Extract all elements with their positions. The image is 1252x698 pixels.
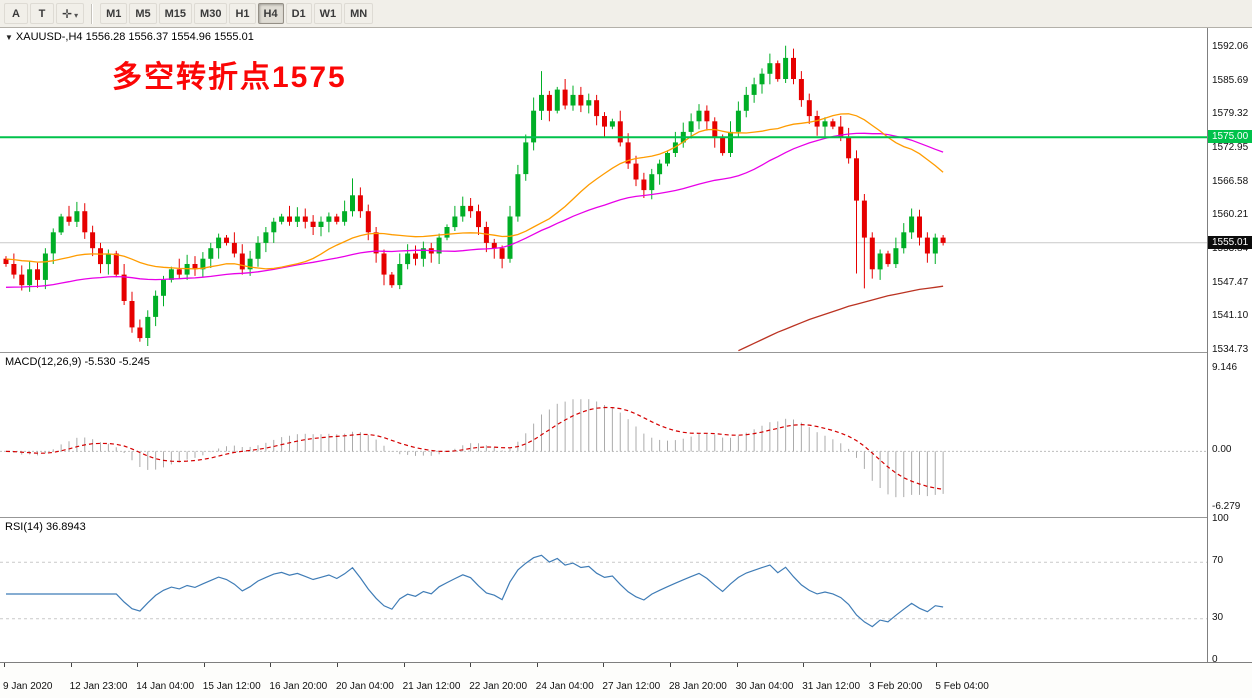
chart-annotation-text: 多空转折点1575 <box>112 61 347 94</box>
timeframe-button-group: M1 M5 M15 M30 H1 H4 D1 W1 MN <box>100 3 374 24</box>
toolbar: A T ✛ ▾ M1 M5 M15 M30 H1 H4 D1 W1 MN <box>0 0 1252 28</box>
current-price-badge: 1555.01 <box>1208 235 1252 249</box>
rsi-axis-label: 70 <box>1212 555 1224 567</box>
time-axis-label: 9 Jan 2020 <box>3 681 53 692</box>
price-axis-label: 1579.32 <box>1212 108 1249 120</box>
time-axis-label: 27 Jan 12:00 <box>602 681 661 692</box>
rsi-indicator-panel: RSI(14) 36.8943 <box>0 517 1207 663</box>
rsi-axis-label: 30 <box>1212 611 1224 623</box>
time-axis-label: 20 Jan 04:00 <box>336 681 394 692</box>
time-axis-tick <box>203 663 205 667</box>
price-axis-label: 1541.10 <box>1212 310 1249 322</box>
timeframe-w1-button[interactable]: W1 <box>313 3 343 24</box>
time-axis-label: 31 Jan 12:00 <box>802 681 861 692</box>
timeframe-m5-button[interactable]: M5 <box>129 3 157 24</box>
time-axis-tick <box>869 663 871 667</box>
time-axis-label: 12 Jan 23:00 <box>69 681 128 692</box>
timeframe-m30-button[interactable]: M30 <box>194 3 228 24</box>
time-axis-tick <box>803 663 805 667</box>
macd-axis-label: 0.00 <box>1212 444 1232 456</box>
time-axis-tick <box>470 663 472 667</box>
time-axis-label: 5 Feb 04:00 <box>935 681 989 692</box>
price-axis-label: 1566.58 <box>1212 175 1249 187</box>
time-axis-tick <box>403 663 405 667</box>
price-axis-label: 1547.47 <box>1212 276 1249 288</box>
hline-price-badge: 1575.00 <box>1208 130 1252 144</box>
timeframe-mn-button[interactable]: MN <box>344 3 374 24</box>
text-label-tool-button[interactable]: A <box>4 3 28 24</box>
timeframe-m15-button[interactable]: M15 <box>158 3 193 24</box>
main-chart-canvas[interactable] <box>0 28 1207 352</box>
price-axis-label: 1585.69 <box>1212 74 1249 86</box>
time-axis-label: 15 Jan 12:00 <box>202 681 261 692</box>
time-axis-tick <box>337 663 338 667</box>
time-axis-label: 21 Jan 12:00 <box>402 681 461 692</box>
timeframe-h1-button[interactable]: H1 <box>229 3 256 24</box>
time-axis-tick <box>670 663 671 667</box>
price-axis-label: 1592.06 <box>1212 40 1249 52</box>
time-axis-label: 30 Jan 04:00 <box>735 681 794 692</box>
macd-axis-label: 9.146 <box>1212 361 1238 373</box>
price-axis-label: 1560.21 <box>1212 209 1249 221</box>
chart-symbol-ohlc: XAUUSD-,H4 1556.28 1556.37 1554.96 1555.… <box>15 31 254 43</box>
time-axis-label: 22 Jan 20:00 <box>469 681 528 692</box>
rsi-canvas[interactable] <box>0 518 1207 663</box>
timeframe-m1-button[interactable]: M1 <box>100 3 128 24</box>
price-chart-panel: ▼ XAUUSD-,H4 1556.28 1556.37 1554.96 1555… <box>0 28 1207 352</box>
text-tool-button[interactable]: T <box>30 3 54 24</box>
time-axis-tick <box>936 663 938 667</box>
time-axis-tick <box>4 663 5 667</box>
time-axis-tick <box>70 663 72 667</box>
macd-canvas[interactable] <box>0 353 1207 518</box>
rsi-axis-label: 100 <box>1212 513 1229 524</box>
timeframe-d1-button[interactable]: D1 <box>285 3 312 24</box>
time-axis-tick <box>536 663 538 667</box>
macd-header: MACD(12,26,9) -5.530 -5.245 <box>5 356 150 368</box>
toolbar-separator <box>91 3 94 24</box>
chart-symbol-header: ▼ XAUUSD-,H4 1556.28 1556.37 1554.96 1555… <box>5 31 254 43</box>
chart-menu-icon[interactable]: ▼ <box>5 33 13 42</box>
macd-axis-label: -6.279 <box>1212 500 1241 512</box>
time-axis-label: 16 Jan 20:00 <box>269 681 328 692</box>
price-axis-label: 1534.73 <box>1212 344 1249 356</box>
chevron-down-icon: ▾ <box>74 10 79 20</box>
time-axis-label: 3 Feb 20:00 <box>868 681 923 692</box>
macd-indicator-panel: MACD(12,26,9) -5.530 -5.245 <box>0 352 1207 518</box>
time-axis-label: 28 Jan 20:00 <box>669 681 727 692</box>
time-axis-tick <box>603 663 605 667</box>
rsi-header: RSI(14) 36.8943 <box>5 521 86 533</box>
price-axis-label: 1572.95 <box>1212 141 1249 153</box>
time-axis-tick <box>736 663 738 667</box>
time-axis-label: 14 Jan 04:00 <box>136 681 195 692</box>
crosshair-icon: ✛ <box>62 6 73 21</box>
rsi-axis-label: 0 <box>1212 654 1218 665</box>
time-axis-tick <box>270 663 272 667</box>
price-scale[interactable]: 1575.00 1555.01 1592.06 1585.69 1579.32 157… <box>1207 28 1252 665</box>
time-scale[interactable]: 9 Jan 2020 12 Jan 23:00 14 Jan 04:00 15 Jan… <box>0 662 1252 698</box>
timeframe-h4-button[interactable]: H4 <box>257 3 284 24</box>
drawing-tools-button[interactable]: ✛ ▾ <box>56 3 85 24</box>
time-axis-tick <box>137 663 139 667</box>
time-axis-label: 24 Jan 04:00 <box>535 681 594 692</box>
